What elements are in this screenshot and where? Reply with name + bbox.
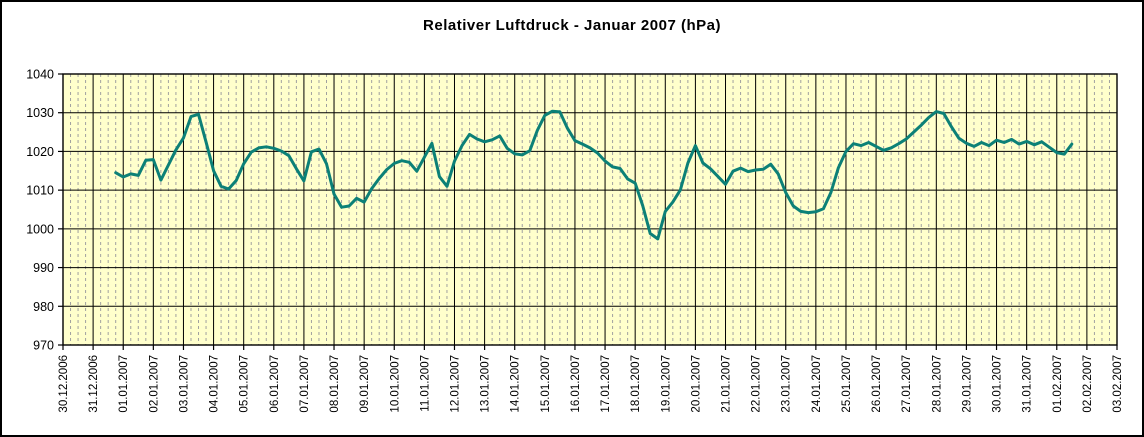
svg-text:30.12.2006: 30.12.2006 xyxy=(58,355,70,413)
svg-text:02.02.2007: 02.02.2007 xyxy=(1082,355,1094,413)
plot-border xyxy=(62,73,1118,346)
svg-text:27.01.2007: 27.01.2007 xyxy=(901,355,913,413)
svg-text:31.12.2006: 31.12.2006 xyxy=(88,355,100,413)
svg-text:1040: 1040 xyxy=(26,68,54,82)
svg-text:03.01.2007: 03.01.2007 xyxy=(178,355,190,413)
svg-text:16.01.2007: 16.01.2007 xyxy=(570,355,582,413)
svg-text:10.01.2007: 10.01.2007 xyxy=(389,355,401,413)
svg-text:21.01.2007: 21.01.2007 xyxy=(721,355,733,413)
svg-text:25.01.2007: 25.01.2007 xyxy=(841,355,853,413)
svg-text:990: 990 xyxy=(33,261,54,275)
svg-text:19.01.2007: 19.01.2007 xyxy=(660,355,672,413)
series-line xyxy=(114,109,1074,241)
svg-text:06.01.2007: 06.01.2007 xyxy=(269,355,281,413)
plot-area xyxy=(63,74,1117,345)
svg-text:04.01.2007: 04.01.2007 xyxy=(209,355,221,413)
svg-text:980: 980 xyxy=(33,300,54,314)
svg-text:1000: 1000 xyxy=(26,222,54,236)
x-axis-labels: 30.12.2006 31.12.2006 01.01.2007 02.01.2007… xyxy=(58,355,1124,413)
svg-text:12.01.2007: 12.01.2007 xyxy=(449,355,461,413)
svg-text:18.01.2007: 18.01.2007 xyxy=(630,355,642,413)
svg-text:13.01.2007: 13.01.2007 xyxy=(480,355,492,413)
svg-text:01.01.2007: 01.01.2007 xyxy=(118,355,130,413)
svg-text:07.01.2007: 07.01.2007 xyxy=(299,355,311,413)
major-gridlines xyxy=(63,74,1117,345)
svg-text:22.01.2007: 22.01.2007 xyxy=(751,355,763,413)
y-axis-labels: 1040 1030 1020 1010 1000 990 980 970 xyxy=(26,68,54,353)
svg-text:20.01.2007: 20.01.2007 xyxy=(690,355,702,413)
svg-text:09.01.2007: 09.01.2007 xyxy=(359,355,371,413)
svg-text:970: 970 xyxy=(33,339,54,353)
svg-text:01.02.2007: 01.02.2007 xyxy=(1052,355,1064,413)
svg-text:17.01.2007: 17.01.2007 xyxy=(600,355,612,413)
svg-text:31.01.2007: 31.01.2007 xyxy=(1022,355,1034,413)
svg-text:28.01.2007: 28.01.2007 xyxy=(931,355,943,413)
svg-text:30.01.2007: 30.01.2007 xyxy=(992,355,1004,413)
svg-text:11.01.2007: 11.01.2007 xyxy=(419,355,431,412)
svg-text:02.01.2007: 02.01.2007 xyxy=(148,355,160,413)
svg-text:1020: 1020 xyxy=(26,145,54,159)
svg-text:26.01.2007: 26.01.2007 xyxy=(871,355,883,413)
svg-text:24.01.2007: 24.01.2007 xyxy=(811,355,823,413)
svg-text:05.01.2007: 05.01.2007 xyxy=(239,355,251,413)
svg-text:14.01.2007: 14.01.2007 xyxy=(510,355,522,413)
svg-text:29.01.2007: 29.01.2007 xyxy=(961,355,973,413)
svg-text:03.02.2007: 03.02.2007 xyxy=(1112,355,1124,413)
axis-ticks xyxy=(58,73,1118,350)
chart-title: Relativer Luftdruck - Januar 2007 (hPa) xyxy=(423,17,721,34)
svg-text:1030: 1030 xyxy=(26,106,54,120)
svg-text:23.01.2007: 23.01.2007 xyxy=(781,355,793,413)
svg-text:08.01.2007: 08.01.2007 xyxy=(329,355,341,413)
svg-text:1010: 1010 xyxy=(26,184,54,198)
svg-text:15.01.2007: 15.01.2007 xyxy=(540,355,552,413)
